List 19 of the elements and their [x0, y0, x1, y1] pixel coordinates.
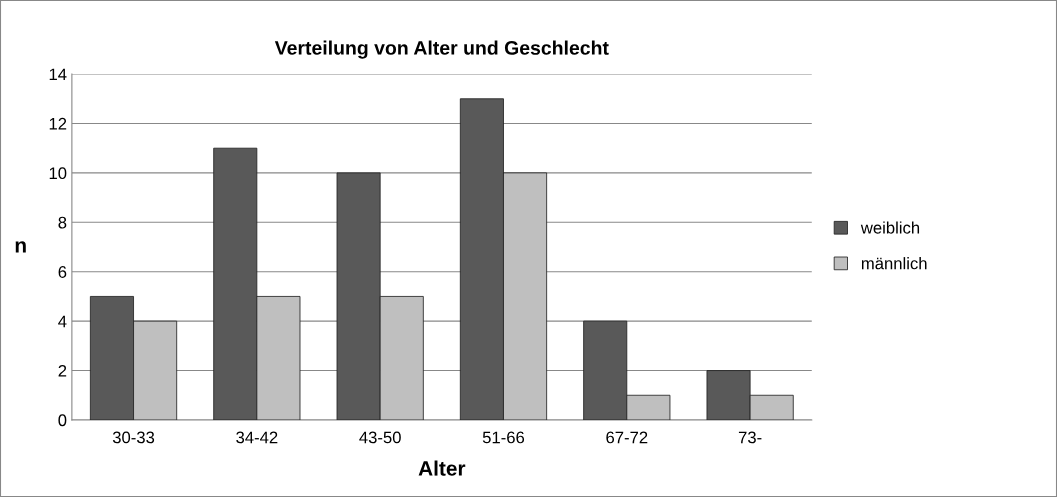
- x-tick-label: 51-66: [482, 431, 525, 444]
- y-tick-label: 12: [49, 117, 67, 130]
- chart-title: Verteilung von Alter und Geschlecht: [274, 40, 609, 59]
- x-axis-title: Alter: [418, 460, 466, 476]
- y-tick-label: 4: [58, 315, 67, 328]
- x-tick-label: 73-: [738, 431, 762, 444]
- y-tick-label: 10: [49, 167, 67, 180]
- x-tick-label: 30-33: [112, 431, 155, 444]
- y-tick-label: 6: [58, 266, 67, 278]
- y-tick-label: 8: [58, 216, 67, 229]
- x-tick-label: 43-50: [359, 431, 401, 444]
- y-axis-title: n: [15, 241, 26, 253]
- legend-label: männlich: [861, 257, 927, 270]
- x-tick-label: 67-72: [606, 431, 648, 444]
- y-tick-label: 2: [58, 364, 67, 377]
- x-tick-label: 34-42: [236, 431, 278, 444]
- y-tick-label: 0: [58, 414, 67, 427]
- legend-label: weiblich: [860, 221, 920, 234]
- y-tick-label: 14: [49, 68, 67, 81]
